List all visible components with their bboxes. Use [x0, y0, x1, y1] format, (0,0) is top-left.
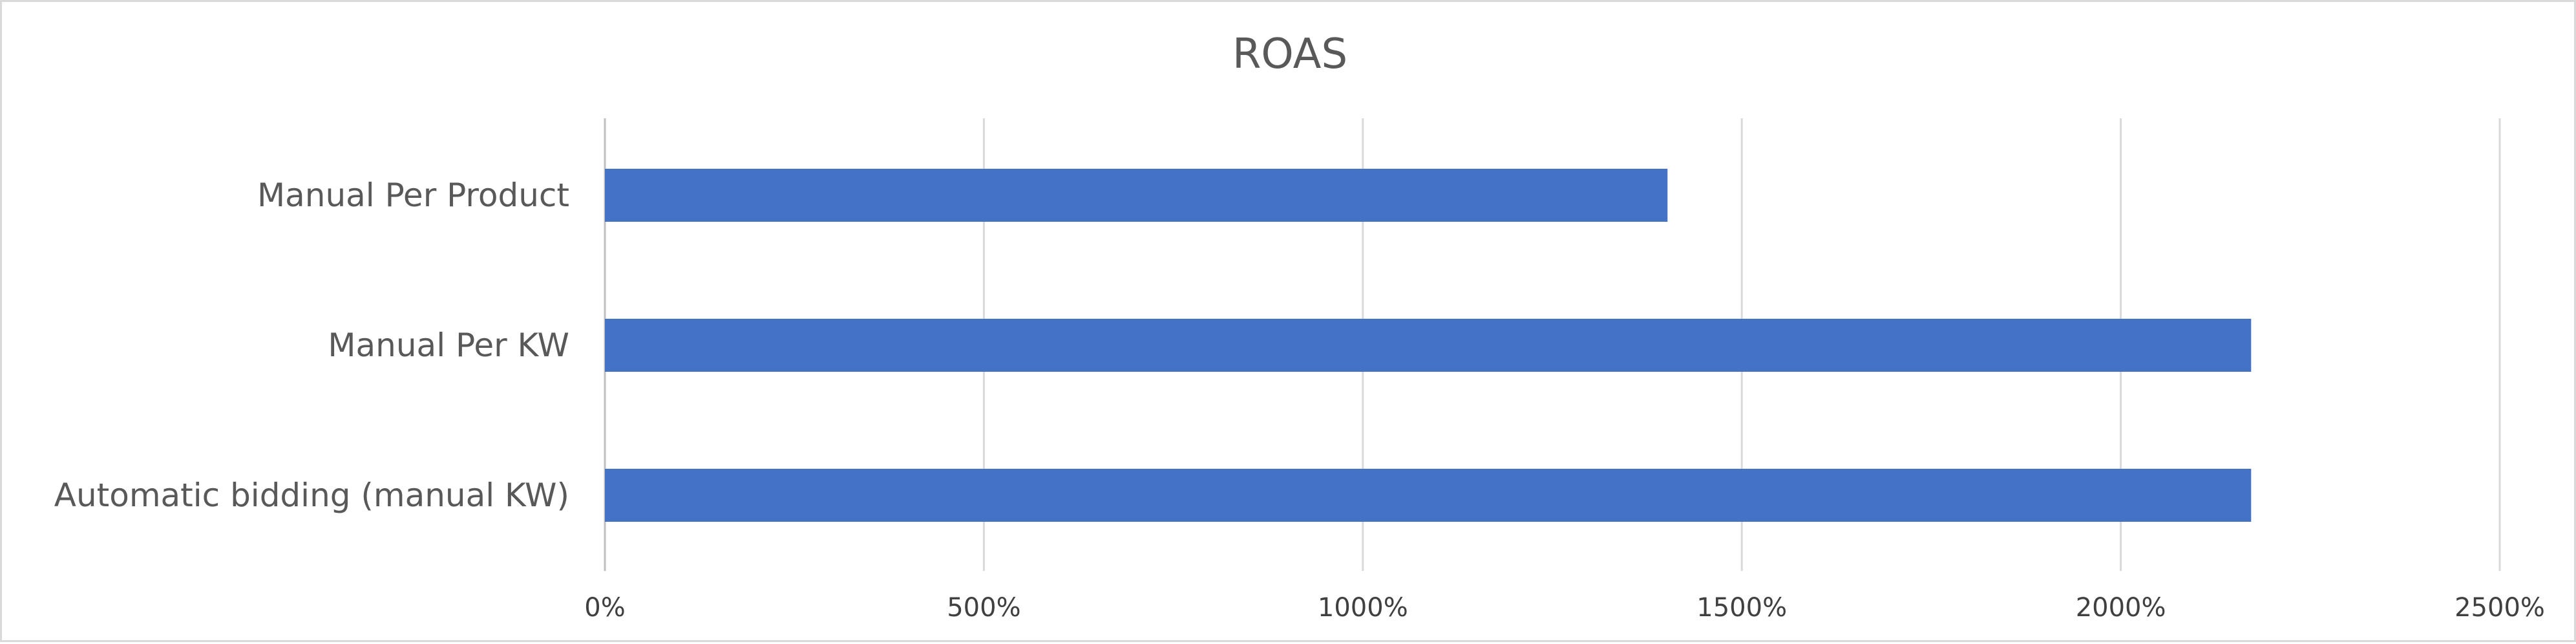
category-label: Automatic bidding (manual KW) — [54, 477, 569, 514]
bar — [605, 319, 2252, 372]
bar — [605, 469, 2252, 522]
bar — [605, 169, 1668, 222]
category-label: Manual Per KW — [328, 327, 569, 364]
x-tick-labels: 0% 500% 1000% 1500% 2000% 2500% — [584, 593, 2545, 623]
bars — [605, 169, 2252, 522]
x-tick-label: 1000% — [1318, 593, 1408, 623]
x-tick-label: 0% — [584, 593, 625, 623]
chart-title: ROAS — [1232, 30, 1347, 78]
x-tick-label: 500% — [947, 593, 1020, 623]
category-labels: Manual Per Product Manual Per KW Automatic… — [54, 177, 569, 514]
x-tick-label: 2500% — [2455, 593, 2545, 623]
category-label: Manual Per Product — [257, 177, 569, 214]
x-tick-label: 1500% — [1696, 593, 1787, 623]
x-tick-label: 2000% — [2076, 593, 2166, 623]
